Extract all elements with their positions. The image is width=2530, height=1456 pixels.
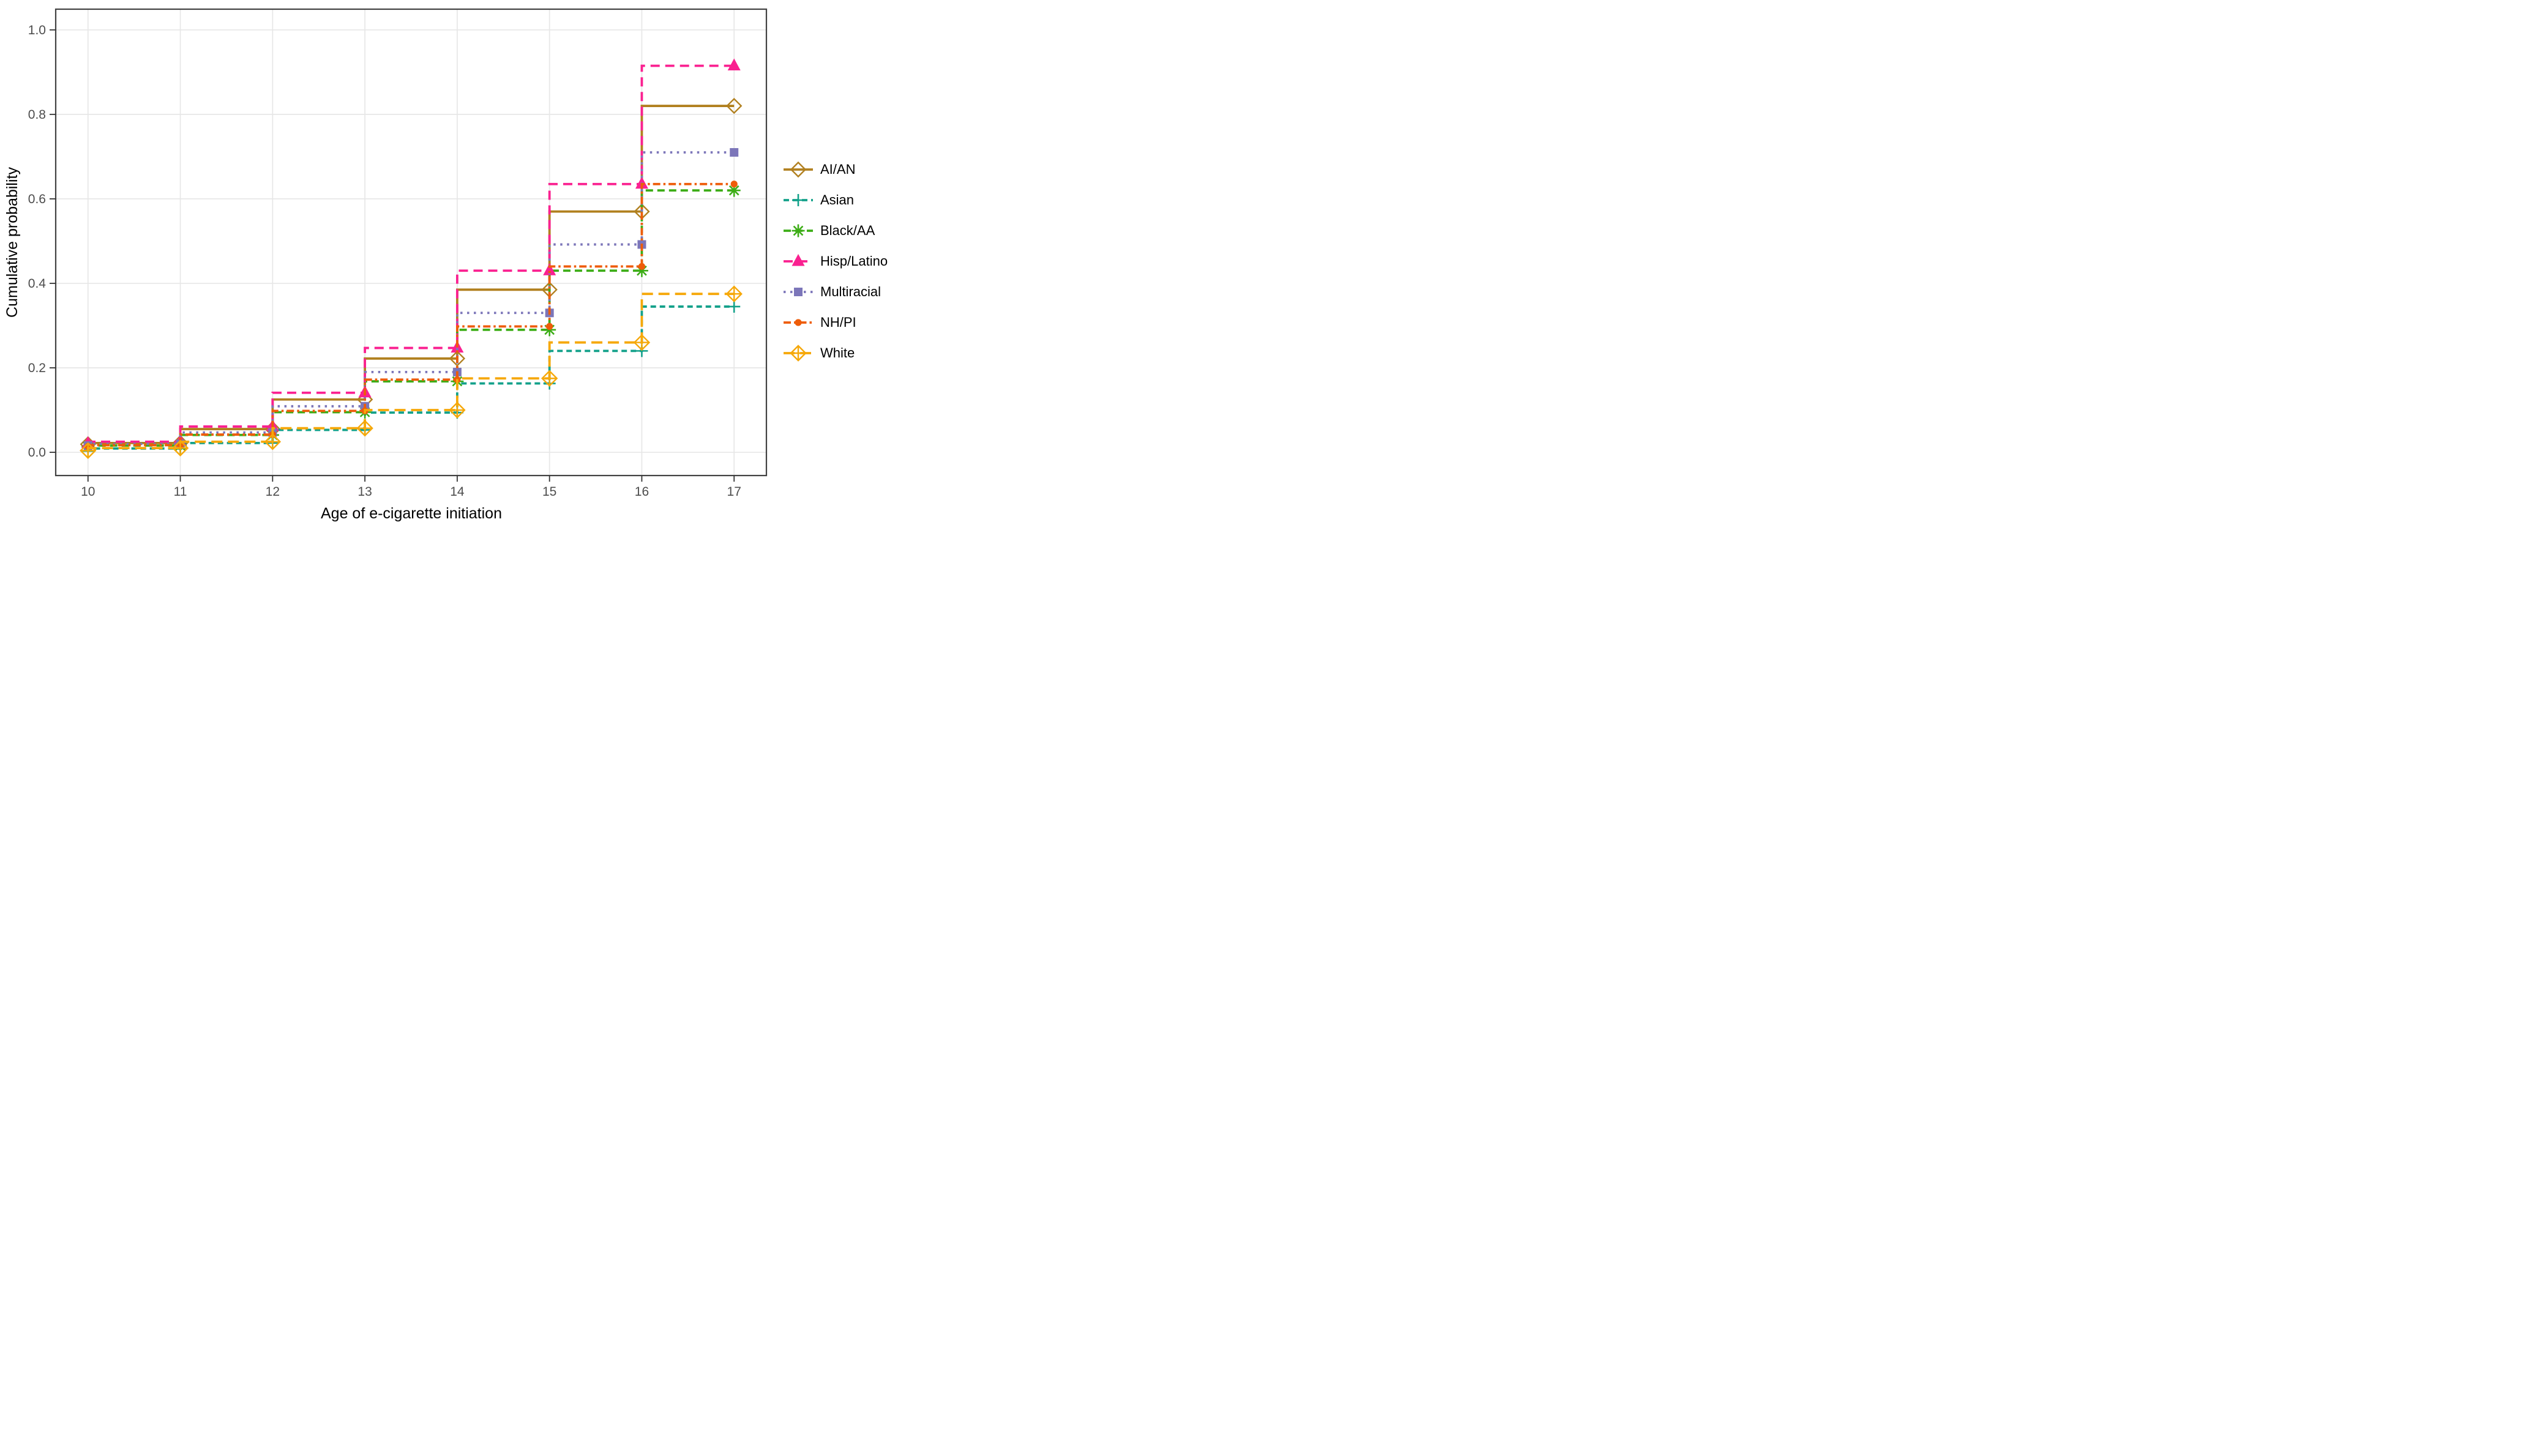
series-path-black-aa <box>86 189 735 447</box>
legend-label: White <box>820 345 855 360</box>
legend: AI/AN Asian Black/AA Hisp/Latino Multiracial… <box>782 154 888 368</box>
data-marker-open-diamond <box>449 350 466 367</box>
y-tick-label: 0.0 <box>28 446 46 460</box>
series-path-white <box>86 293 735 451</box>
data-marker-plus <box>792 194 804 206</box>
legend-item-asian: Asian <box>782 185 888 215</box>
y-tick-label: 0.4 <box>28 277 47 291</box>
x-tick-label: 10 <box>81 485 95 499</box>
data-marker-diamond-plus <box>356 419 373 437</box>
legend-item-black-aa: Black/AA <box>782 215 888 246</box>
data-marker-diamond-plus <box>725 285 743 302</box>
data-marker-triangle-filled <box>727 58 741 70</box>
data-marker-square-filled <box>794 288 803 296</box>
data-marker-square-filled <box>730 147 739 157</box>
grid-layer <box>56 9 766 476</box>
x-tick-label: 11 <box>174 485 187 499</box>
data-marker-diamond-plus <box>541 370 558 387</box>
series-path-nh-pi <box>86 182 735 447</box>
legend-item-nh-pi: NH/PI <box>782 307 888 338</box>
data-marker-circle-filled <box>638 263 646 270</box>
x-tick-label: 15 <box>542 485 556 499</box>
legend-label: NH/PI <box>820 315 856 330</box>
legend-key-open-diamond <box>784 161 813 178</box>
legend-key-plus <box>784 194 813 206</box>
data-marker-triangle-filled <box>792 254 805 266</box>
y-tick-label: 0.2 <box>28 361 46 375</box>
series-path-multiracial <box>86 151 735 446</box>
y-tick-label: 0.6 <box>28 192 46 206</box>
plot-panel-border <box>54 8 768 477</box>
data-marker-triangle-filled <box>543 263 556 275</box>
data-marker-open-diamond <box>790 161 807 178</box>
data-marker-asterisk <box>727 184 741 197</box>
data-marker-circle-filled <box>795 319 802 326</box>
data-marker-circle-filled <box>546 323 553 330</box>
tick-layer: 0.0 0.2 0.4 0.6 0.8 1.0 10 11 12 13 14 15 16 17 <box>28 23 741 499</box>
data-marker-plus <box>728 300 741 313</box>
legend-item-ai-an: AI/AN <box>782 154 888 185</box>
legend-key-circle-filled <box>784 319 813 326</box>
legend-item-white: White <box>782 338 888 368</box>
legend-label: Asian <box>820 192 855 207</box>
legend-key-asterisk <box>784 224 813 237</box>
legend-item-hisp-latino: Hisp/Latino <box>782 246 888 277</box>
data-marker-diamond-plus <box>790 345 807 362</box>
series-path-hisp-latino <box>86 64 735 444</box>
series-layer <box>80 58 743 459</box>
x-tick-label: 13 <box>357 485 372 499</box>
legend-key-triangle-filled <box>784 254 813 266</box>
data-marker-asterisk <box>792 224 805 237</box>
y-tick-label: 1.0 <box>28 23 46 37</box>
legend-label: Hisp/Latino <box>820 253 888 269</box>
data-marker-diamond-plus <box>264 433 282 450</box>
x-tick-label: 17 <box>727 485 741 499</box>
x-tick-label: 14 <box>450 485 465 499</box>
data-marker-circle-filled <box>730 181 738 188</box>
data-marker-diamond-plus <box>80 442 97 459</box>
legend-label: Black/AA <box>820 223 875 238</box>
data-marker-asterisk <box>543 323 556 337</box>
data-marker-diamond-plus <box>449 401 466 419</box>
step-plot: 0.0 0.2 0.4 0.6 0.8 1.0 10 11 12 13 14 15 16 17 Age o… <box>4 8 768 522</box>
legend-label: AI/AN <box>820 162 856 177</box>
legend-key-diamond-plus <box>784 345 813 362</box>
chart-figure: 0.0 0.2 0.4 0.6 0.8 1.0 10 11 12 13 14 15 16 17 Age o… <box>0 0 912 525</box>
legend-key-square-filled <box>784 288 813 296</box>
y-tick-label: 0.8 <box>28 108 46 122</box>
data-marker-diamond-plus <box>171 439 189 457</box>
x-tick-label: 16 <box>635 485 649 499</box>
data-marker-diamond-plus <box>633 334 651 351</box>
x-tick-label: 12 <box>266 485 280 499</box>
x-axis-title: Age of e-cigarette initiation <box>321 505 502 522</box>
y-axis-title: Cumulative probability <box>4 167 21 318</box>
data-marker-open-diamond <box>726 97 743 114</box>
legend-item-multiracial: Multiracial <box>782 277 888 307</box>
legend-label: Multiracial <box>820 284 881 299</box>
